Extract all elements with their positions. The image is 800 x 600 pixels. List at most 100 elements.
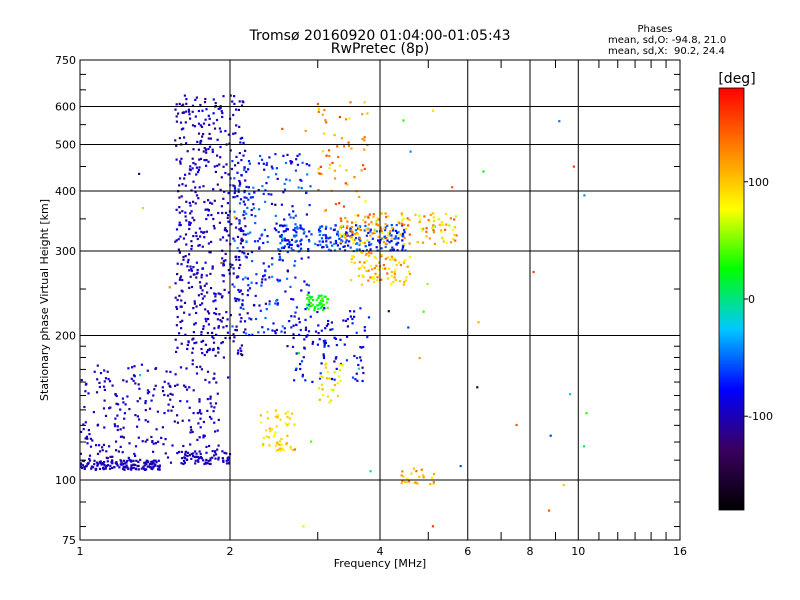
data-point (282, 246, 286, 249)
data-point (178, 211, 181, 214)
data-point (549, 434, 552, 437)
data-point (432, 472, 436, 476)
data-point (286, 251, 289, 254)
data-point (214, 293, 217, 296)
data-point (175, 324, 178, 327)
data-point (318, 301, 321, 304)
data-point (238, 179, 241, 183)
data-point (353, 232, 356, 235)
data-point (318, 233, 321, 237)
data-point (189, 117, 192, 120)
data-point (398, 234, 401, 237)
data-point (194, 459, 197, 462)
data-point (327, 237, 330, 240)
data-point (99, 372, 103, 375)
data-point (195, 452, 198, 455)
data-point (116, 425, 119, 428)
data-point (121, 451, 124, 454)
data-point (200, 347, 203, 351)
data-point (345, 226, 348, 229)
data-point (372, 213, 375, 216)
data-point (219, 238, 222, 241)
data-point (198, 411, 201, 414)
data-point (402, 283, 405, 286)
data-point (231, 283, 234, 286)
data-point (161, 426, 164, 429)
data-point (215, 453, 218, 456)
data-point (178, 177, 182, 180)
data-point (111, 460, 114, 463)
data-point (167, 409, 170, 412)
data-point (192, 235, 195, 238)
data-point (134, 463, 137, 467)
data-point (244, 225, 247, 228)
data-point (206, 310, 209, 313)
data-point (239, 242, 242, 245)
data-point (179, 160, 182, 163)
data-point (243, 217, 246, 220)
data-point (321, 240, 324, 243)
data-point (412, 481, 416, 485)
data-point (208, 117, 211, 120)
data-point (290, 162, 293, 165)
data-point (258, 208, 261, 211)
data-point (180, 128, 183, 131)
data-point (181, 183, 184, 186)
data-point (237, 288, 240, 292)
data-point (320, 294, 323, 297)
data-point (103, 399, 106, 402)
data-point (233, 191, 236, 195)
data-point (191, 124, 195, 127)
data-point (220, 261, 223, 265)
data-point (384, 212, 387, 215)
data-point (286, 424, 289, 427)
data-point (364, 221, 367, 224)
data-point (317, 324, 320, 327)
data-point (401, 248, 404, 251)
data-point (250, 208, 253, 212)
data-point (387, 231, 390, 234)
data-point (220, 342, 223, 345)
data-point (354, 221, 357, 224)
data-point (215, 312, 218, 316)
data-point (104, 377, 108, 380)
data-point (188, 253, 191, 256)
data-point (406, 477, 409, 480)
data-point (350, 235, 353, 239)
data-point (127, 456, 130, 459)
data-point (325, 121, 328, 124)
data-point (207, 147, 210, 151)
data-point (294, 260, 297, 263)
data-point (196, 171, 200, 174)
data-point (190, 247, 193, 251)
data-point (251, 333, 254, 336)
data-point (340, 241, 343, 244)
data-point (225, 462, 229, 465)
data-point (333, 378, 336, 381)
data-point (108, 380, 112, 383)
data-point (302, 525, 305, 528)
data-point (383, 267, 387, 270)
data-point (239, 289, 243, 292)
data-point (84, 437, 87, 440)
data-point (352, 242, 355, 245)
data-point (233, 239, 236, 242)
data-point (398, 280, 401, 283)
data-point (115, 440, 118, 443)
data-point (353, 310, 356, 313)
data-point (336, 231, 339, 234)
data-point (137, 460, 140, 463)
data-point (285, 227, 289, 230)
data-point (101, 446, 104, 449)
data-point (328, 154, 331, 158)
data-point (327, 323, 330, 326)
data-point (214, 457, 217, 460)
data-point (371, 232, 374, 235)
data-point (292, 210, 295, 213)
data-point (98, 385, 101, 389)
data-point (199, 303, 202, 307)
data-point (232, 113, 235, 117)
data-point (214, 102, 217, 105)
data-point (229, 314, 232, 317)
data-point (296, 227, 299, 230)
